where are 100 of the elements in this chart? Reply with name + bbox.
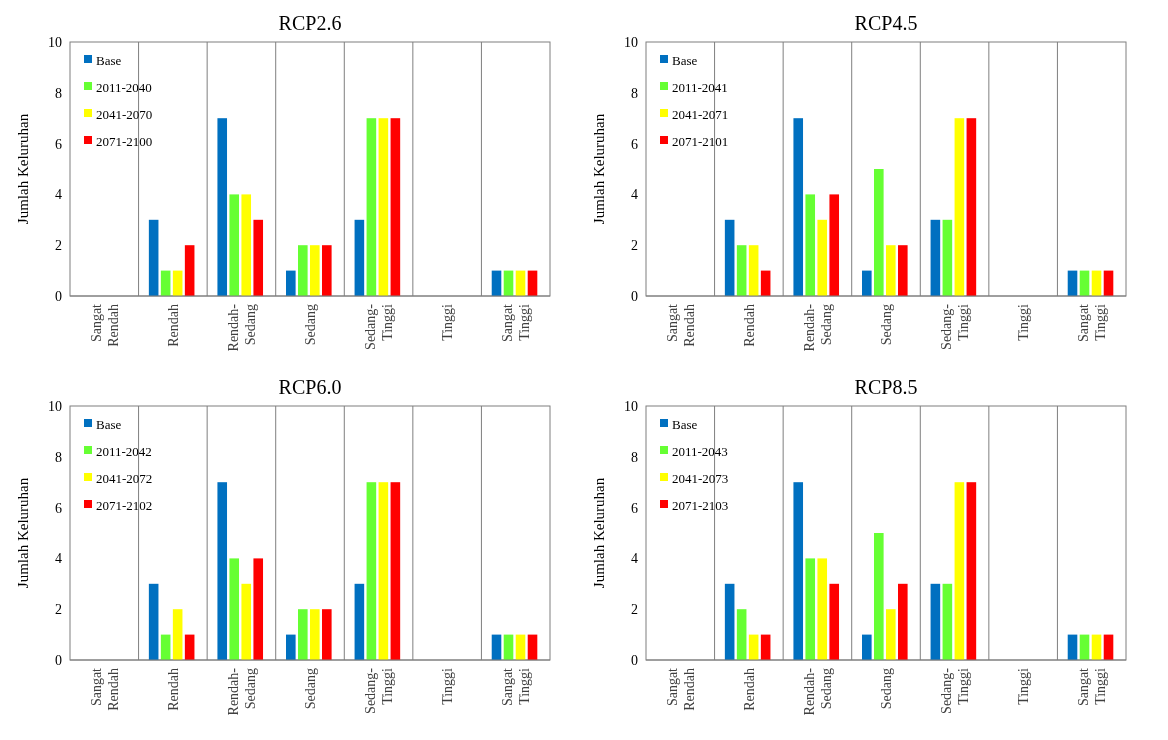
y-axis-title: Jumlah Keluruhan (15, 477, 31, 589)
x-tick-label: Sedang (303, 668, 318, 710)
x-tick-label: Rendah (741, 668, 757, 711)
x-tick-label: Rendah-Sedang (225, 303, 258, 352)
bar (229, 194, 240, 296)
legend-label: Base (672, 52, 698, 68)
y-tick-label: 6 (631, 136, 638, 152)
bar (793, 482, 804, 660)
y-tick-label: 6 (55, 500, 62, 516)
x-tick-label: Sedang-Tinggi (939, 667, 972, 714)
legend-label: 2071-2100 (96, 133, 153, 149)
x-tick-label: Sedang (879, 304, 894, 346)
x-tick-label: Rendah-Sedang (801, 667, 834, 716)
legend-label: 2071-2103 (672, 497, 729, 513)
legend-label: Base (96, 52, 122, 68)
bar (286, 270, 296, 296)
y-tick-label: 8 (55, 449, 62, 465)
bar (736, 245, 747, 296)
legend-label: 2011-2041 (672, 79, 728, 95)
legend-label: 2041-2071 (672, 106, 729, 122)
bar (805, 194, 816, 296)
bar (253, 219, 264, 296)
legend-label: 2041-2073 (672, 470, 729, 486)
x-tick-label: Rendah (165, 304, 181, 347)
legend-label: 2071-2102 (96, 497, 153, 513)
y-tick-label: 8 (631, 449, 638, 465)
bar (874, 533, 884, 660)
bar (172, 609, 183, 660)
x-tick-label: Sangat Tinggi (1076, 667, 1109, 707)
bar (966, 482, 977, 660)
bar (148, 583, 159, 660)
x-tick-label: Tinggi (440, 667, 456, 705)
legend-label: 2041-2070 (96, 106, 153, 122)
legend-label: Base (672, 416, 698, 432)
bar (829, 583, 840, 660)
bar (253, 558, 264, 660)
y-tick-label: 4 (55, 551, 62, 567)
bar (805, 558, 816, 660)
bar (378, 118, 389, 296)
bar (898, 583, 908, 660)
bar (322, 609, 332, 660)
bar (748, 245, 759, 296)
y-tick-label: 10 (48, 398, 62, 414)
y-tick-label: 10 (624, 398, 638, 414)
bar (793, 118, 804, 296)
bar (954, 482, 965, 660)
bar (366, 482, 377, 660)
bar (298, 609, 308, 660)
y-tick-label: 0 (55, 288, 62, 304)
bar (148, 219, 159, 296)
bar (366, 118, 377, 296)
chart-title: RCP2.6 (278, 12, 342, 34)
bar (942, 583, 953, 660)
bar (354, 583, 365, 660)
x-tick-label: Sangat Tinggi (500, 303, 533, 343)
bar (966, 118, 977, 296)
bar (898, 245, 908, 296)
x-tick-label: Sedang-Tinggi (939, 303, 972, 350)
x-tick-label: Sangat Rendah (88, 303, 121, 347)
bar (886, 609, 896, 660)
y-tick-label: 2 (55, 238, 62, 254)
x-tick-label: Tinggi (1016, 303, 1032, 341)
x-tick-label: Sangat Tinggi (500, 667, 533, 707)
x-tick-label: Tinggi (1016, 667, 1032, 705)
x-tick-label: Sangat Rendah (664, 667, 697, 711)
legend-label: 2071-2101 (672, 133, 729, 149)
y-tick-label: 10 (624, 34, 638, 50)
chart-title: RCP6.0 (278, 376, 342, 398)
y-tick-label: 4 (631, 551, 638, 567)
bar (724, 219, 735, 296)
y-axis-title: Jumlah Keluruhan (591, 477, 607, 589)
y-tick-label: 8 (55, 85, 62, 101)
bar (829, 194, 840, 296)
y-tick-label: 6 (631, 500, 638, 516)
y-axis-title: Jumlah Keluruhan (15, 113, 31, 225)
x-tick-label: Rendah-Sedang (801, 303, 834, 352)
bar (390, 118, 401, 296)
x-tick-label: Rendah (165, 668, 181, 711)
bar (862, 634, 872, 660)
x-tick-label: Sangat Rendah (664, 303, 697, 347)
y-tick-label: 2 (55, 602, 62, 618)
bar (930, 583, 941, 660)
bar (217, 482, 228, 660)
y-tick-label: 4 (631, 187, 638, 203)
bar (241, 194, 252, 296)
bar (817, 558, 828, 660)
legend-label: 2011-2042 (96, 443, 152, 459)
legend-label: 2011-2040 (96, 79, 152, 95)
x-tick-label: Sedang-Tinggi (363, 667, 396, 714)
bar (942, 219, 953, 296)
x-tick-label: Sangat Rendah (88, 667, 121, 711)
x-tick-label: Tinggi (440, 303, 456, 341)
bar (736, 609, 747, 660)
bar (286, 634, 296, 660)
y-tick-label: 6 (55, 136, 62, 152)
bar (817, 219, 828, 296)
bar (874, 169, 884, 296)
x-tick-label: Sangat Tinggi (1076, 303, 1109, 343)
bar (298, 245, 308, 296)
bar (217, 118, 228, 296)
